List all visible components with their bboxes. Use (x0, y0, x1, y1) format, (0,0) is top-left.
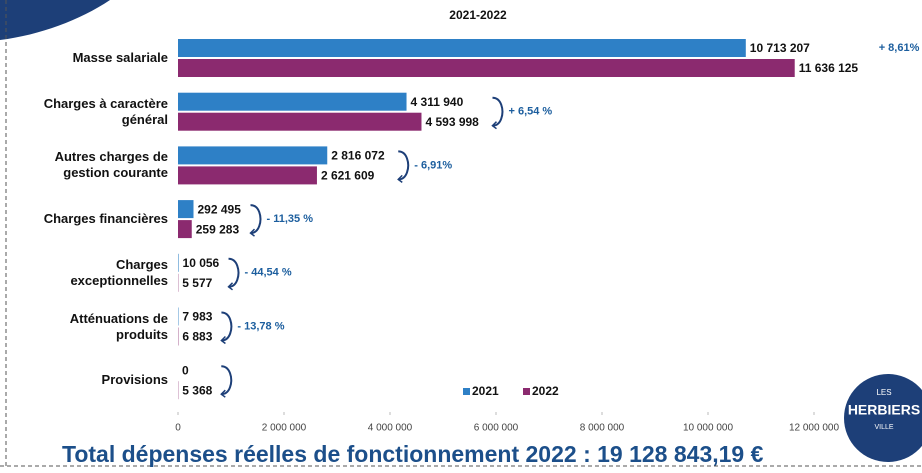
category-label: Charges exceptionnelles (70, 256, 168, 288)
x-tick-label: 6 000 000 (474, 423, 519, 434)
value-label: 2 816 072 (331, 149, 385, 163)
x-tick-label: 8 000 000 (580, 423, 625, 434)
bar (178, 39, 746, 57)
category-label: Autres charges de gestion courante (54, 149, 168, 181)
arrow-head (220, 389, 226, 398)
value-label: 4 311 940 (411, 95, 464, 109)
value-label: 2 621 609 (321, 169, 375, 183)
bar (178, 220, 192, 239)
logo-name: HERBIERS (848, 402, 920, 418)
bracket-arrow (492, 96, 504, 127)
change-label: - 44,54 % (245, 267, 292, 279)
change-label: + 8,61% (879, 42, 920, 54)
value-label: 4 593 998 (425, 115, 479, 129)
change-label: - 13,78 % (237, 320, 284, 332)
x-tick-label: 12 000 000 (789, 423, 839, 434)
change-label: - 11,35 % (267, 213, 314, 225)
logo (844, 374, 922, 462)
legend-swatch (463, 388, 470, 395)
bracket-arrow (398, 150, 410, 181)
change-label: + 6,54 % (508, 106, 552, 118)
arrow-head (220, 335, 226, 345)
logo-bottom: VILLE (874, 424, 893, 431)
bar (178, 146, 328, 165)
category-label: Provisions (101, 372, 168, 388)
footer-total: Total dépenses réelles de fonctionnement… (62, 441, 764, 467)
x-tick-label: 0 (175, 423, 181, 434)
value-label: 5 368 (182, 383, 212, 397)
corner-shape (0, 0, 110, 40)
category-label: Atténuations de produits (69, 310, 168, 342)
value-label: 7 983 (182, 310, 212, 324)
value-label: 259 283 (196, 222, 240, 236)
x-tick-label: 4 000 000 (368, 423, 413, 434)
category-label: Charges financières (43, 211, 168, 227)
value-label: 292 495 (198, 202, 242, 216)
legend-swatch (523, 388, 530, 395)
change-label: - 6,91% (414, 159, 452, 171)
bar (178, 112, 422, 131)
value-label: 10 713 207 (750, 41, 810, 55)
chart-title: 2021-2022 (449, 8, 507, 22)
value-label: 0 (182, 363, 189, 377)
legend-label: 2021 (472, 384, 499, 398)
arrow-head (227, 282, 234, 291)
bar (178, 200, 194, 219)
category-label: Masse salariale (72, 50, 168, 65)
value-label: 10 056 (183, 256, 220, 270)
legend-label: 2022 (532, 384, 559, 398)
value-label: 6 883 (182, 330, 212, 344)
bracket-arrow (221, 311, 233, 342)
arrow-head (249, 228, 256, 237)
bracket-arrow (221, 365, 233, 396)
value-label: 5 577 (182, 276, 212, 290)
value-label: 11 636 125 (799, 61, 859, 75)
bar (178, 166, 317, 185)
bar (178, 92, 407, 111)
logo-top: LES (876, 388, 891, 397)
arrow-head (397, 174, 403, 183)
bar (178, 253, 179, 272)
bracket-arrow (228, 257, 240, 288)
arrow-head (491, 121, 498, 130)
x-tick-label: 10 000 000 (683, 423, 733, 434)
category-label: Charges à caractère général (43, 95, 168, 127)
x-tick-label: 2 000 000 (262, 423, 307, 434)
bar (178, 59, 795, 77)
bracket-arrow (250, 204, 262, 235)
